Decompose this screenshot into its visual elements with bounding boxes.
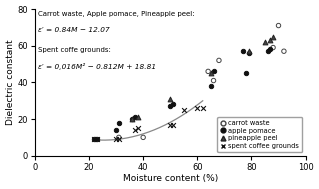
Point — [114, 129, 119, 132]
Point — [246, 50, 251, 53]
Point — [130, 118, 135, 121]
Point — [132, 116, 137, 119]
Text: Carrot waste, Apple pomace, Pineapple peel:: Carrot waste, Apple pomace, Pineapple pe… — [38, 11, 194, 16]
Point — [116, 136, 121, 139]
Point — [135, 116, 140, 119]
Point — [200, 107, 205, 110]
Point — [92, 138, 97, 141]
Point — [211, 70, 216, 73]
Point — [168, 123, 173, 126]
Point — [276, 24, 281, 27]
Point — [130, 118, 135, 121]
Point — [243, 72, 249, 75]
Point — [268, 39, 273, 42]
Y-axis label: Dielectric constant: Dielectric constant — [5, 40, 15, 125]
Point — [281, 50, 286, 53]
Point — [271, 46, 276, 49]
Text: ε′ = 0.84Μ − 12.07: ε′ = 0.84Μ − 12.07 — [38, 27, 109, 33]
Point — [241, 50, 246, 53]
Point — [95, 138, 100, 141]
Point — [211, 79, 216, 82]
Point — [271, 35, 276, 38]
Point — [168, 105, 173, 108]
Text: Spent coffe grounds:: Spent coffe grounds: — [38, 47, 110, 53]
Point — [116, 138, 121, 141]
Point — [95, 138, 100, 141]
Point — [141, 136, 146, 139]
Point — [208, 72, 213, 75]
Point — [132, 129, 137, 132]
Point — [170, 123, 175, 126]
Point — [168, 97, 173, 100]
Text: ε′ = 0,016Μ² − 0.812Μ + 18.81: ε′ = 0,016Μ² − 0.812Μ + 18.81 — [38, 63, 156, 70]
Point — [246, 52, 251, 55]
X-axis label: Moisture content (%): Moisture content (%) — [122, 174, 218, 184]
Point — [263, 41, 268, 44]
Point — [205, 70, 211, 73]
Point — [116, 121, 121, 124]
Point — [265, 50, 270, 53]
Point — [114, 138, 119, 141]
Point — [208, 84, 213, 88]
Point — [195, 107, 200, 110]
Point — [135, 127, 140, 130]
Point — [92, 138, 97, 141]
Legend: carrot waste, apple pomace, pineapple peel, spent coffee grounds: carrot waste, apple pomace, pineapple pe… — [217, 117, 302, 152]
Point — [268, 48, 273, 51]
Point — [216, 59, 221, 62]
Point — [181, 108, 186, 111]
Point — [170, 103, 175, 106]
